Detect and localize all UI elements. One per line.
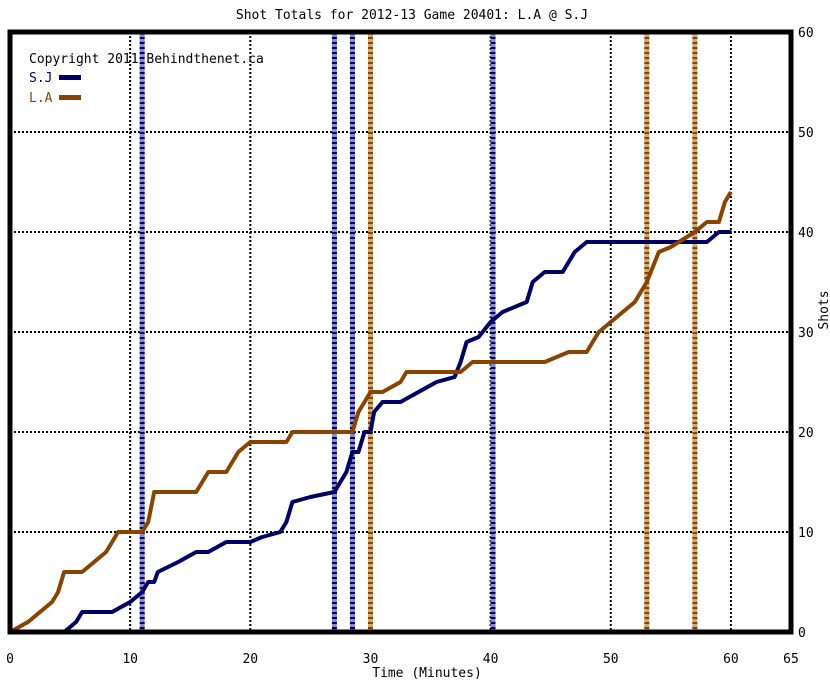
y-axis-label: Shots (817, 290, 830, 329)
plot-frame (7, 29, 794, 635)
x-tick-label: 0 (6, 652, 14, 667)
x-tick-label: 20 (242, 652, 258, 667)
x-tick-label: 60 (723, 652, 739, 667)
y-tick-label: 50 (798, 126, 814, 141)
legend-swatch-la (59, 95, 81, 100)
y-tick-label: 40 (798, 226, 814, 241)
legend-label-la: L.A (29, 91, 53, 106)
y-tick-label: 30 (798, 326, 814, 341)
x-tick-label: 10 (122, 652, 138, 667)
series-lines (9, 190, 733, 634)
x-axis-label: Time (Minutes) (372, 666, 482, 680)
copyright-text: Copyright 2011 Behindthenet.ca (29, 52, 264, 67)
x-tick-label: 65 (783, 652, 799, 667)
x-tick-labels: 0 10 20 30 40 50 60 65 (6, 652, 799, 667)
y-tick-label: 20 (798, 426, 814, 441)
chart-title: Shot Totals for 2012-13 Game 20401: L.A … (236, 8, 588, 23)
y-tick-label: 0 (798, 626, 806, 641)
legend-label-sj: S.J (29, 71, 52, 86)
x-tick-label: 30 (363, 652, 379, 667)
x-tick-label: 50 (603, 652, 619, 667)
series-line-0 (10, 230, 731, 634)
legend-swatch-sj (59, 75, 81, 80)
y-tick-labels: 0 10 20 30 40 50 60 (798, 26, 814, 641)
event-lines (139, 32, 698, 632)
y-tick-label: 60 (798, 26, 814, 41)
y-tick-label: 10 (798, 526, 814, 541)
series-line-1 (9, 190, 733, 634)
legend: Copyright 2011 Behindthenet.ca S.J L.A (29, 52, 264, 106)
x-tick-label: 40 (483, 652, 499, 667)
gridlines (10, 32, 791, 632)
